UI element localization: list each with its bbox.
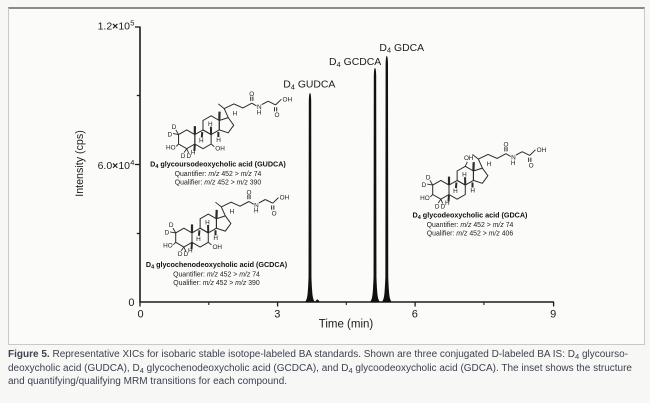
svg-text:D: D xyxy=(435,203,440,210)
svg-text:H: H xyxy=(462,172,467,179)
svg-text:Time (min): Time (min) xyxy=(319,319,374,331)
svg-text:6: 6 xyxy=(412,309,418,321)
svg-text:O: O xyxy=(529,163,534,170)
svg-text:H: H xyxy=(453,188,458,195)
svg-text:H: H xyxy=(205,219,210,226)
svg-text:0: 0 xyxy=(128,297,134,309)
svg-text:Quantifier: m/z 452 > m/z 74: Quantifier: m/z 452 > m/z 74 xyxy=(173,271,260,278)
svg-text:O: O xyxy=(503,142,508,149)
svg-text:D4 GUDCA: D4 GUDCA xyxy=(283,80,335,92)
svg-text:N: N xyxy=(257,104,262,111)
svg-text:HO: HO xyxy=(166,144,176,151)
svg-text:N: N xyxy=(511,155,516,162)
svg-text:OH: OH xyxy=(280,195,290,202)
svg-text:D4 GDCA: D4 GDCA xyxy=(379,43,424,55)
svg-text:HO: HO xyxy=(420,195,430,202)
svg-text:D4 glycoursodeoxycholic acid (: D4 glycoursodeoxycholic acid (GUDCA) xyxy=(150,160,286,171)
svg-text:H: H xyxy=(232,110,237,117)
svg-text:H: H xyxy=(257,109,262,116)
svg-text:H: H xyxy=(188,248,193,255)
svg-text:H: H xyxy=(191,149,196,156)
svg-text:H: H xyxy=(487,161,492,168)
svg-text:N: N xyxy=(254,203,259,210)
svg-text:H: H xyxy=(216,137,221,144)
svg-text:9: 9 xyxy=(550,309,556,321)
svg-text:Qualifier: m/z 452 > m/z 390: Qualifier: m/z 452 > m/z 390 xyxy=(175,179,262,186)
svg-text:D4 GCDCA: D4 GCDCA xyxy=(329,57,381,69)
svg-text:0: 0 xyxy=(137,309,143,321)
svg-text:H: H xyxy=(254,208,259,215)
svg-text:H: H xyxy=(470,187,475,194)
svg-text:Qualifier: m/z 452 > m/z 406: Qualifier: m/z 452 > m/z 406 xyxy=(427,230,514,237)
svg-text:D: D xyxy=(167,131,172,138)
svg-text:1.2×10: 1.2×10 xyxy=(98,21,131,33)
svg-text:D4 glycodeoxycholic acid (GDCA: D4 glycodeoxycholic acid (GDCA) xyxy=(413,211,529,222)
svg-text:D: D xyxy=(169,222,174,229)
svg-text:H: H xyxy=(196,236,201,243)
svg-text:H: H xyxy=(199,138,204,145)
svg-text:4: 4 xyxy=(130,158,134,167)
svg-text:D: D xyxy=(181,153,186,160)
svg-text:D: D xyxy=(422,182,427,189)
svg-text:OH: OH xyxy=(283,96,293,103)
svg-text:D4 glycochenodeoxycholic acid: D4 glycochenodeoxycholic acid (GCDCA) xyxy=(146,260,288,271)
svg-text:O: O xyxy=(249,91,254,98)
svg-text:Qualifier: m/z 452 > m/z 390: Qualifier: m/z 452 > m/z 390 xyxy=(173,280,260,287)
svg-text:O: O xyxy=(246,190,251,197)
svg-text:D: D xyxy=(186,153,191,160)
svg-text:OH: OH xyxy=(212,244,222,251)
svg-text:OH: OH xyxy=(464,155,474,162)
svg-text:6.0×10: 6.0×10 xyxy=(98,160,131,172)
svg-text:D: D xyxy=(165,230,170,237)
svg-text:OH: OH xyxy=(215,146,225,153)
svg-text:Quantifier: m/z 452 > m/z 74: Quantifier: m/z 452 > m/z 74 xyxy=(175,171,262,178)
svg-text:D: D xyxy=(426,174,431,181)
svg-text:HO: HO xyxy=(163,243,173,250)
svg-text:H: H xyxy=(230,209,235,216)
svg-text:D: D xyxy=(441,203,446,210)
svg-text:H: H xyxy=(208,121,213,128)
svg-text:OH: OH xyxy=(537,147,547,154)
svg-text:O: O xyxy=(275,112,280,119)
svg-text:D: D xyxy=(172,124,177,131)
svg-text:Quantifier: m/z 452 > m/z 74: Quantifier: m/z 452 > m/z 74 xyxy=(427,222,514,229)
svg-text:3: 3 xyxy=(274,309,280,321)
svg-text:5: 5 xyxy=(130,19,134,28)
svg-text:H: H xyxy=(213,235,218,242)
svg-text:O: O xyxy=(272,211,277,218)
svg-text:H: H xyxy=(511,160,516,167)
svg-text:H: H xyxy=(445,200,450,207)
svg-text:D: D xyxy=(184,251,189,258)
svg-text:D: D xyxy=(178,251,183,258)
svg-text:Intensity (cps): Intensity (cps) xyxy=(74,130,86,197)
